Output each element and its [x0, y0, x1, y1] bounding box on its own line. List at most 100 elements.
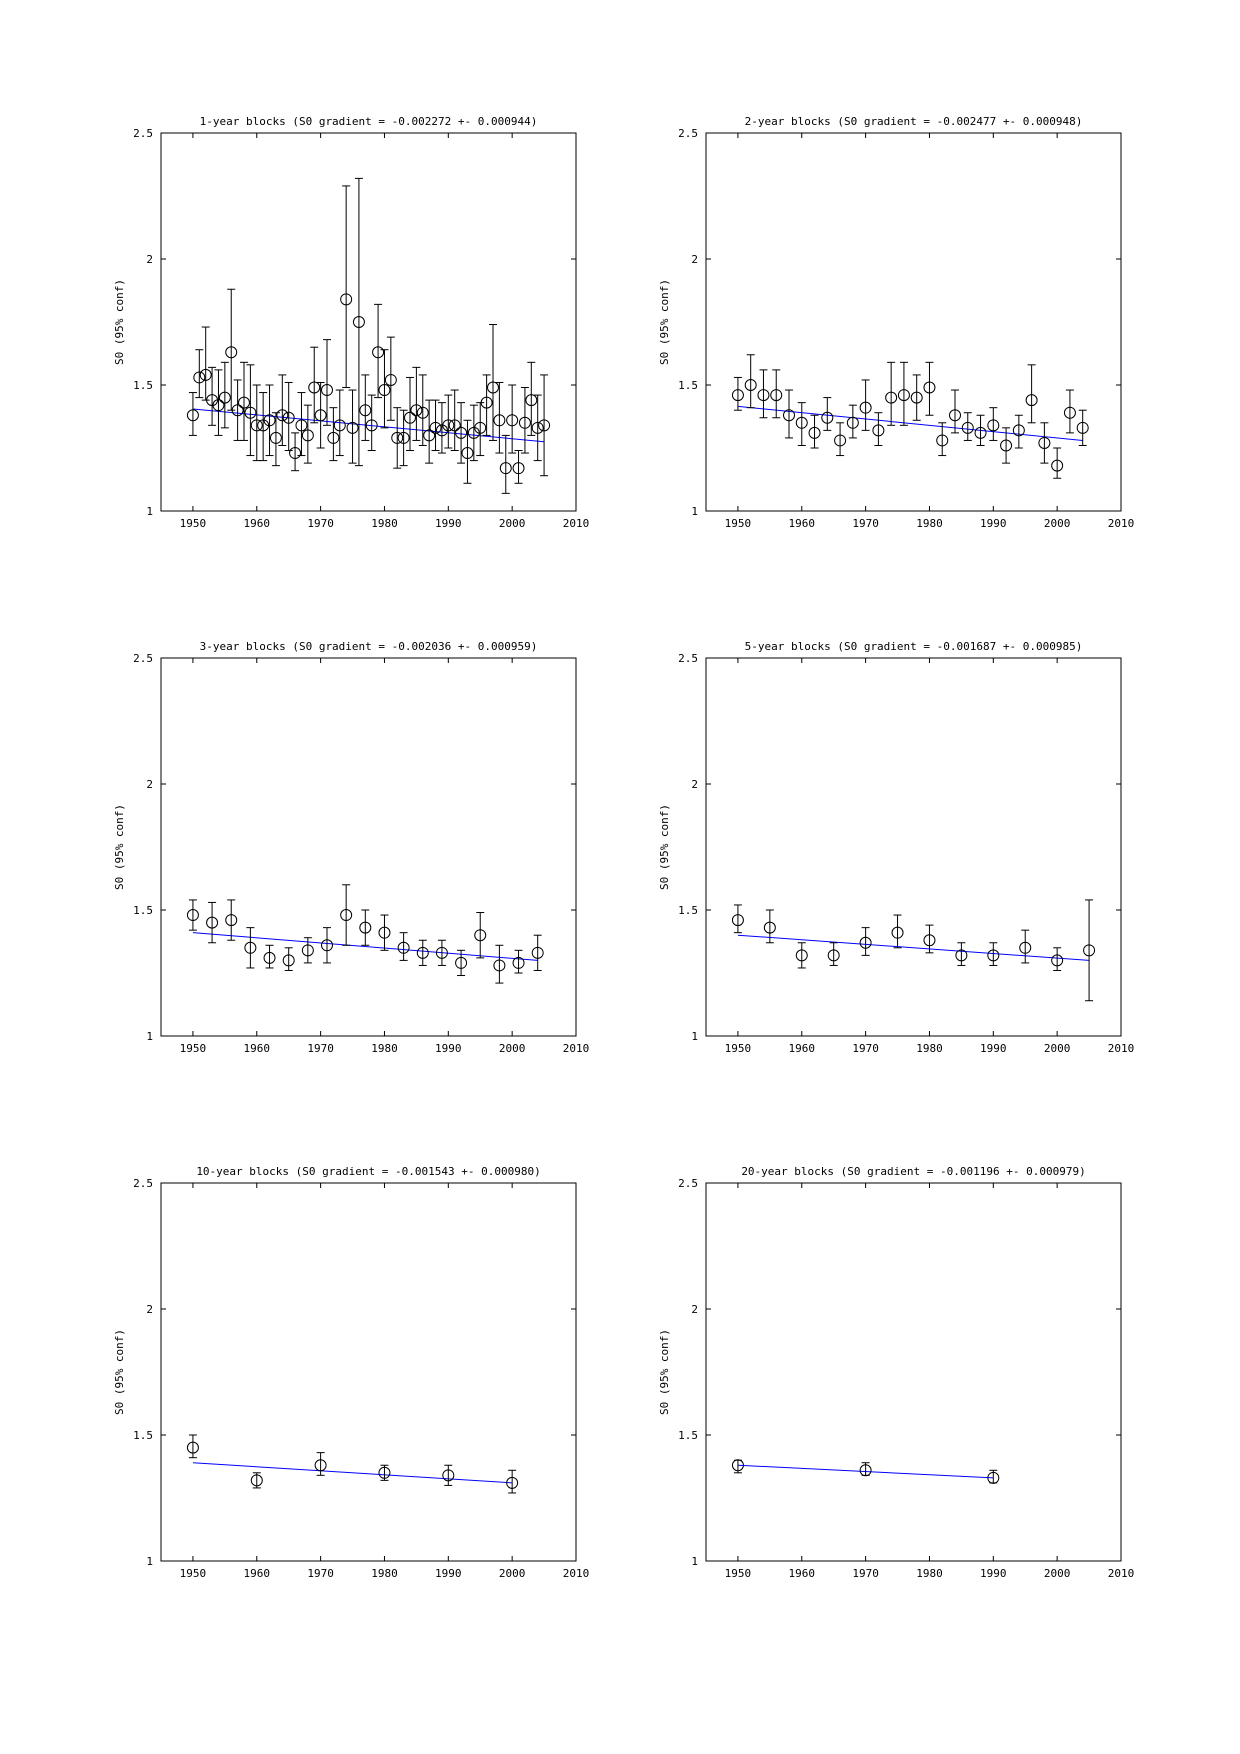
- x-tick-label: 2010: [563, 1567, 590, 1580]
- data-point: [1083, 944, 1096, 957]
- data-point: [372, 346, 385, 359]
- data-point: [923, 934, 936, 947]
- y-tick-label: 2: [146, 253, 153, 266]
- chart-panel-1: 1-year blocks (S0 gradient = -0.002272 +…: [113, 115, 589, 530]
- data-point: [276, 409, 289, 422]
- data-point: [199, 368, 212, 381]
- data-point: [448, 419, 461, 432]
- y-tick-label: 1: [691, 505, 698, 518]
- fit-line: [737, 934, 1090, 961]
- data-point: [327, 431, 340, 444]
- data-point: [859, 936, 872, 949]
- y-tick-label: 2: [691, 1303, 698, 1316]
- data-point: [808, 426, 821, 439]
- x-tick-label: 1990: [435, 1042, 462, 1055]
- data-point: [1000, 439, 1013, 452]
- x-tick-label: 1950: [725, 1567, 752, 1580]
- data-point: [365, 419, 378, 432]
- x-tick-label: 1960: [789, 517, 816, 530]
- data-point: [429, 421, 442, 434]
- x-tick-label: 2000: [499, 1042, 526, 1055]
- data-point: [301, 944, 314, 957]
- x-tick-label: 1980: [371, 1042, 398, 1055]
- data-point: [731, 914, 744, 927]
- data-point: [410, 404, 423, 417]
- data-point: [846, 416, 859, 429]
- data-point: [321, 939, 333, 952]
- data-point: [416, 406, 429, 419]
- y-tick-label: 1: [146, 505, 153, 518]
- data-point: [308, 381, 321, 394]
- data-point: [1025, 394, 1038, 407]
- y-axis-label: S0 (95% conf): [113, 279, 126, 365]
- data-point: [359, 921, 372, 934]
- x-tick-label: 2000: [1044, 517, 1071, 530]
- data-point: [442, 1469, 455, 1482]
- data-point: [282, 954, 295, 967]
- data-point: [346, 421, 359, 434]
- data-point: [512, 462, 525, 475]
- y-tick-label: 2: [146, 1303, 153, 1316]
- data-point: [480, 396, 493, 409]
- data-point: [225, 346, 238, 359]
- data-point: [936, 434, 949, 447]
- data-point: [518, 416, 531, 429]
- data-point: [512, 956, 525, 969]
- y-tick-label: 2.5: [678, 652, 698, 665]
- x-tick-label: 2000: [499, 1567, 526, 1580]
- plot-frame: [705, 132, 1122, 512]
- data-point: [442, 419, 455, 432]
- x-tick-label: 2000: [1044, 1567, 1071, 1580]
- data-point: [474, 929, 487, 942]
- data-point: [821, 411, 834, 424]
- plot-frame: [705, 1182, 1122, 1562]
- x-tick-label: 1950: [725, 1042, 752, 1055]
- data-point: [487, 381, 499, 394]
- x-tick-label: 1970: [307, 517, 334, 530]
- x-tick-label: 2010: [563, 1042, 590, 1055]
- x-tick-label: 1960: [789, 1042, 816, 1055]
- y-tick-label: 1: [146, 1030, 153, 1043]
- x-tick-label: 1950: [180, 1567, 207, 1580]
- x-tick-label: 1990: [435, 1567, 462, 1580]
- y-tick-label: 1: [691, 1030, 698, 1043]
- data-point: [834, 434, 847, 447]
- data-point: [352, 316, 365, 328]
- chart-panel-2: 2-year blocks (S0 gradient = -0.002477 +…: [658, 115, 1134, 530]
- data-point: [499, 462, 512, 475]
- data-point: [770, 389, 783, 402]
- data-point: [872, 424, 885, 437]
- x-tick-label: 1990: [980, 1567, 1007, 1580]
- data-point: [206, 916, 219, 929]
- x-tick-label: 2010: [1108, 517, 1135, 530]
- data-point: [295, 419, 308, 432]
- data-point: [910, 391, 923, 404]
- data-point: [244, 406, 257, 419]
- data-point: [250, 419, 263, 432]
- data-point: [359, 404, 372, 417]
- x-tick-label: 2000: [499, 517, 526, 530]
- data-point: [885, 391, 898, 404]
- x-tick-label: 1950: [725, 517, 752, 530]
- data-point: [340, 293, 353, 306]
- data-point: [314, 409, 327, 422]
- data-point: [314, 1459, 327, 1472]
- data-point: [263, 951, 276, 964]
- y-axis-label: S0 (95% conf): [113, 804, 126, 890]
- y-tick-label: 1.5: [133, 1429, 153, 1442]
- x-tick-label: 1980: [916, 1042, 943, 1055]
- data-point: [289, 447, 302, 460]
- x-tick-label: 1970: [852, 517, 879, 530]
- x-tick-label: 2010: [1108, 1567, 1135, 1580]
- data-point: [731, 1459, 744, 1472]
- plot-frame: [160, 657, 577, 1037]
- data-point: [827, 949, 840, 962]
- chart-panel-4: 5-year blocks (S0 gradient = -0.001687 +…: [658, 640, 1134, 1055]
- plot-frame: [160, 132, 577, 512]
- y-tick-label: 2.5: [133, 1177, 153, 1190]
- chart-title: 3-year blocks (S0 gradient = -0.002036 +…: [200, 640, 538, 653]
- data-point: [384, 373, 397, 386]
- data-point: [404, 411, 416, 424]
- data-point: [961, 421, 974, 434]
